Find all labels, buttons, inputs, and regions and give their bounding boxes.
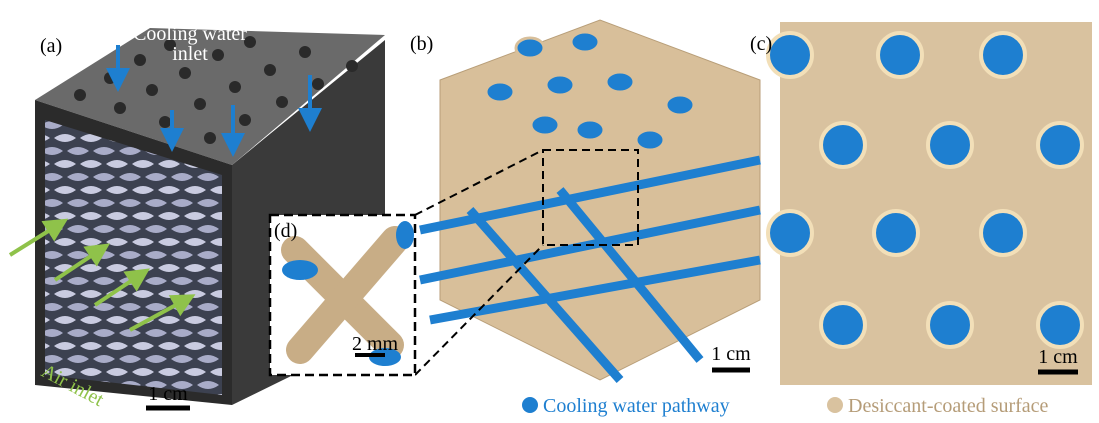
scale-label: 1 cm bbox=[711, 343, 751, 365]
water-label: inlet bbox=[172, 43, 208, 65]
legend: Cooling water pathway Desiccant-coated s… bbox=[522, 395, 1049, 417]
panel-d: (d) 2 mm bbox=[270, 215, 415, 375]
scale-label: 1 cm bbox=[148, 383, 188, 405]
panel-label: (c) bbox=[750, 33, 772, 55]
legend-label: Cooling water pathway bbox=[543, 395, 730, 417]
lattice bbox=[440, 20, 760, 380]
water-opening bbox=[396, 221, 414, 249]
scale-label: 2 mm bbox=[352, 333, 399, 355]
legend-swatch bbox=[827, 397, 843, 413]
panel-b: (b) 1 cm bbox=[410, 20, 760, 380]
figure: (a) Cooling water inlet Air inlet 1 cm (… bbox=[0, 0, 1099, 423]
water-opening bbox=[282, 260, 318, 280]
panel-c: (c) 1 cm bbox=[750, 22, 1092, 385]
scale-label: 1 cm bbox=[1038, 346, 1078, 368]
panel-label: (a) bbox=[40, 35, 62, 57]
legend-swatch bbox=[522, 397, 538, 413]
panel-label: (b) bbox=[410, 33, 433, 55]
water-label: Cooling water bbox=[133, 23, 247, 45]
legend-label: Desiccant-coated surface bbox=[848, 395, 1049, 417]
panel-label: (d) bbox=[274, 220, 297, 242]
